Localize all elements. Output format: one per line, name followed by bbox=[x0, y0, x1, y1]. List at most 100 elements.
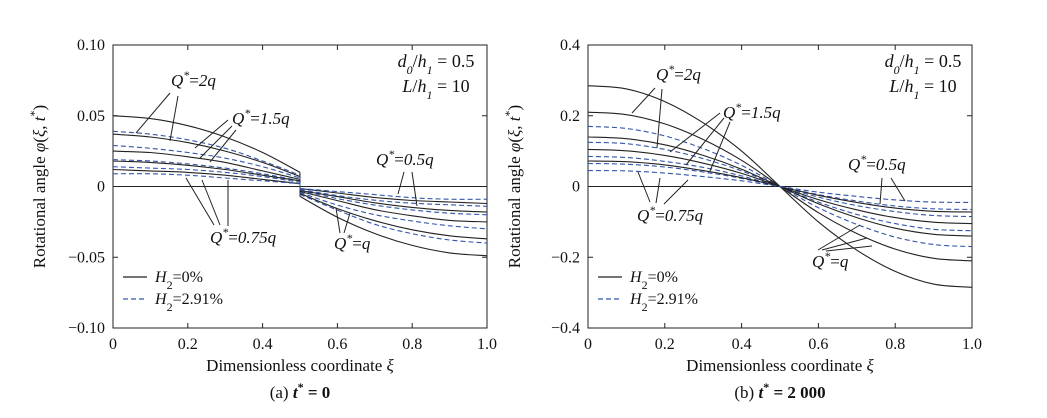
annotation-label: Q*=1.5q bbox=[669, 100, 781, 172]
series-line bbox=[779, 185, 973, 213]
series-line bbox=[587, 125, 781, 187]
annotation-label: Q*=0.5q bbox=[376, 147, 434, 207]
param-L-h1: L/h1 = 10 bbox=[401, 76, 469, 102]
annotation-text: Q*=q bbox=[812, 249, 849, 271]
x-tick-label: 1.0 bbox=[962, 336, 982, 353]
annotation-label: Q*=2q bbox=[135, 68, 216, 142]
panel-caption: (b) t* = 2 000 bbox=[734, 380, 825, 402]
annotation-text: Q*=0.5q bbox=[376, 147, 434, 169]
annotation-label: Q*=0.75q bbox=[185, 177, 277, 247]
y-axis-title: Rotational angle φ(ξ, t*) bbox=[502, 105, 524, 268]
y-tick-label: 0.10 bbox=[77, 37, 105, 54]
series-line bbox=[299, 190, 488, 223]
x-tick-label: 0.8 bbox=[402, 336, 422, 353]
annotation-text: Q*=1.5q bbox=[232, 106, 290, 128]
annotation-text: Q*=q bbox=[334, 231, 371, 253]
series-line bbox=[112, 115, 301, 173]
annotation-pointer bbox=[397, 171, 405, 195]
series-line bbox=[587, 162, 781, 188]
x-tick-label: 0.4 bbox=[253, 336, 273, 353]
x-tick-label: 0.6 bbox=[808, 336, 828, 353]
series-line bbox=[299, 192, 488, 240]
param-d0-h1: d0/h1 = 0.5 bbox=[885, 51, 962, 77]
series-line bbox=[779, 185, 973, 232]
y-tick-label: 0.2 bbox=[560, 108, 580, 125]
x-axis-title: Dimensionless coordinate ξ bbox=[686, 356, 874, 375]
x-tick-label: 0 bbox=[584, 336, 592, 353]
annotation-pointer bbox=[709, 121, 731, 172]
annotation-label: Q*=1.5q bbox=[194, 106, 290, 163]
chart-panel-a: 0 0.2 0.4 0.6 0.8 1.0 0.10 0.05 0 −0.05 −0.10 Dimen… bbox=[27, 37, 497, 402]
series-line bbox=[299, 187, 488, 200]
legend-label-h2-291: H2=2.91% bbox=[629, 291, 698, 314]
annotation-label: Q*=0.5q bbox=[848, 152, 906, 205]
series-line bbox=[587, 136, 781, 188]
y-tick-label: 0.05 bbox=[77, 108, 105, 125]
annotation-pointer bbox=[335, 207, 341, 234]
series-line bbox=[587, 141, 781, 188]
series-line bbox=[779, 185, 973, 225]
series-line bbox=[112, 160, 301, 182]
legend-label-h2-291: H2=2.91% bbox=[154, 291, 223, 314]
annotation-pointer bbox=[817, 224, 861, 251]
x-tick-label: 0.8 bbox=[885, 336, 905, 353]
series-line bbox=[779, 185, 973, 237]
series-line bbox=[112, 166, 301, 183]
annotation-pointer bbox=[655, 177, 661, 204]
x-tick-label: 0.2 bbox=[178, 336, 198, 353]
series-line bbox=[299, 187, 488, 205]
series-line bbox=[299, 193, 488, 244]
annotation-text: Q*=0.5q bbox=[848, 152, 906, 174]
series-line bbox=[587, 155, 781, 188]
legend-label-h2-0: H2=0% bbox=[629, 269, 678, 292]
x-tick-label: 0 bbox=[109, 336, 117, 353]
x-tick-label: 0.4 bbox=[732, 336, 752, 353]
annotation-label: Q*=0.75q bbox=[637, 171, 704, 225]
annotation-pointer bbox=[825, 245, 873, 252]
series-line bbox=[587, 111, 781, 187]
series-line bbox=[779, 186, 973, 262]
x-tick-label: 0.6 bbox=[327, 336, 347, 353]
legend: H2=0%H2=2.91% bbox=[123, 269, 223, 314]
annotation-pointer bbox=[209, 129, 237, 163]
series-line bbox=[112, 130, 301, 176]
annotation-pointer bbox=[669, 112, 721, 153]
annotation-text: Q*=2q bbox=[171, 68, 216, 90]
series-line bbox=[779, 186, 973, 288]
annotation-pointer bbox=[663, 179, 689, 205]
x-tick-label: 0.2 bbox=[655, 336, 675, 353]
annotation-pointer bbox=[656, 88, 663, 149]
annotation-pointer bbox=[890, 177, 906, 202]
legend: H2=0%H2=2.91% bbox=[598, 269, 698, 314]
series-line bbox=[779, 186, 973, 248]
series-line bbox=[299, 191, 488, 230]
y-tick-label: −0.2 bbox=[551, 249, 580, 266]
y-tick-label: 0.4 bbox=[560, 37, 580, 54]
y-tick-label: −0.10 bbox=[68, 320, 105, 337]
y-tick-label: −0.05 bbox=[68, 249, 105, 266]
annotation-pointer bbox=[135, 92, 171, 134]
series-line bbox=[587, 160, 781, 188]
panel-caption: (a) t* = 0 bbox=[270, 380, 331, 402]
series-line bbox=[587, 170, 781, 188]
series-line bbox=[779, 185, 973, 211]
param-L-h1: L/h1 = 10 bbox=[888, 76, 956, 102]
annotation-pointer bbox=[194, 119, 229, 149]
series-line bbox=[299, 195, 488, 257]
series-line bbox=[112, 168, 301, 185]
series-line bbox=[587, 85, 781, 187]
y-tick-label: 0 bbox=[572, 179, 580, 196]
series-line bbox=[112, 159, 301, 182]
series-line bbox=[299, 188, 488, 207]
y-tick-label: −0.4 bbox=[551, 320, 580, 337]
annotation-pointer bbox=[343, 212, 351, 234]
series-line bbox=[779, 185, 973, 203]
annotation-label: Q*=2q bbox=[631, 62, 701, 149]
annotation-pointer bbox=[199, 125, 233, 159]
annotation-pointer bbox=[169, 95, 179, 142]
annotation-pointer bbox=[879, 177, 883, 205]
annotation-text: Q*=0.75q bbox=[210, 225, 277, 247]
annotation-label: Q*=q bbox=[812, 224, 873, 271]
annotation-pointer bbox=[201, 179, 221, 226]
